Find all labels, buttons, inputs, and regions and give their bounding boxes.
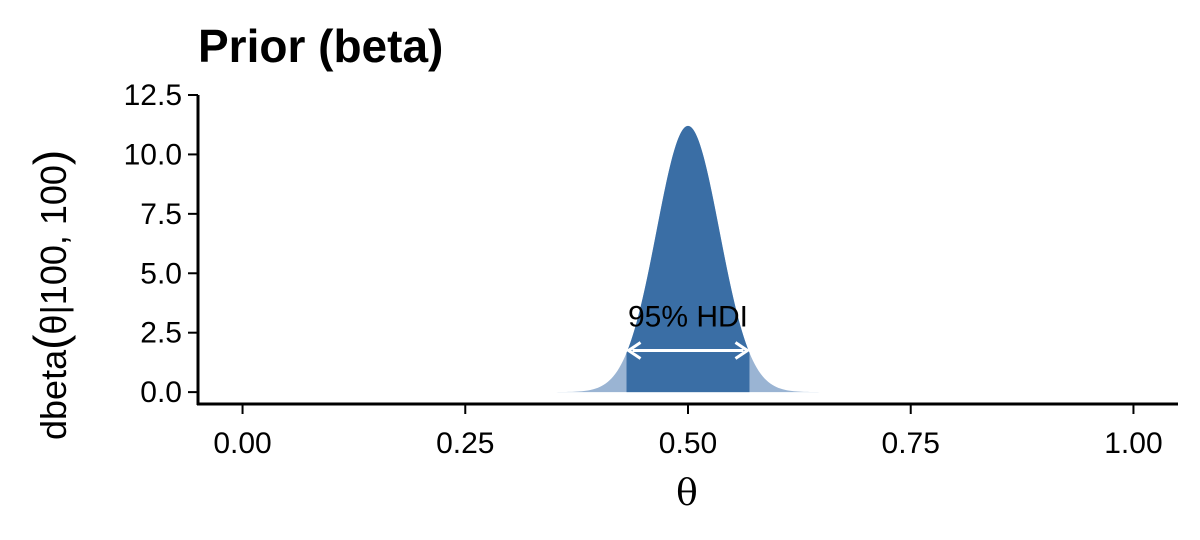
axes: 0.00 0.25 0.50 0.75 1.00 0.0 2.5 5.0 7.5 10.0 12.5 [124, 79, 1178, 460]
y-axis-title-paren-close: ) [24, 150, 76, 165]
y-tick-label: 7.5 [140, 198, 182, 231]
y-tick-label: 12.5 [124, 79, 182, 112]
density-hdi-area [626, 125, 750, 393]
hdi-arrow-right-head [734, 341, 751, 360]
x-tick-label: 0.25 [436, 427, 494, 460]
hdi-arrow [625, 341, 751, 360]
chart-title: Prior (beta) [198, 20, 443, 72]
x-tick-label: 1.00 [1104, 427, 1162, 460]
hdi-arrow-left-head [625, 341, 642, 360]
y-axis-title-paren-open: ( [24, 334, 76, 350]
y-axis-title-prefix: dbeta [33, 349, 74, 440]
y-tick-label: 0.0 [140, 376, 182, 409]
plot-area: 95% HDI [530, 125, 846, 393]
x-axis-title: θ [676, 473, 698, 514]
x-tick-label: 0.75 [882, 427, 940, 460]
y-axis-title-args: θ|100, 100 [33, 165, 74, 335]
y-tick-label: 2.5 [140, 317, 182, 350]
hdi-label: 95% HDI [628, 301, 748, 334]
x-tick-label: 0.00 [213, 427, 271, 460]
y-axis-title: dbeta(θ|100, 100) [24, 150, 76, 440]
y-tick-label: 10.0 [124, 138, 182, 171]
y-tick-label: 5.0 [140, 257, 182, 290]
x-tick-label: 0.50 [659, 427, 717, 460]
